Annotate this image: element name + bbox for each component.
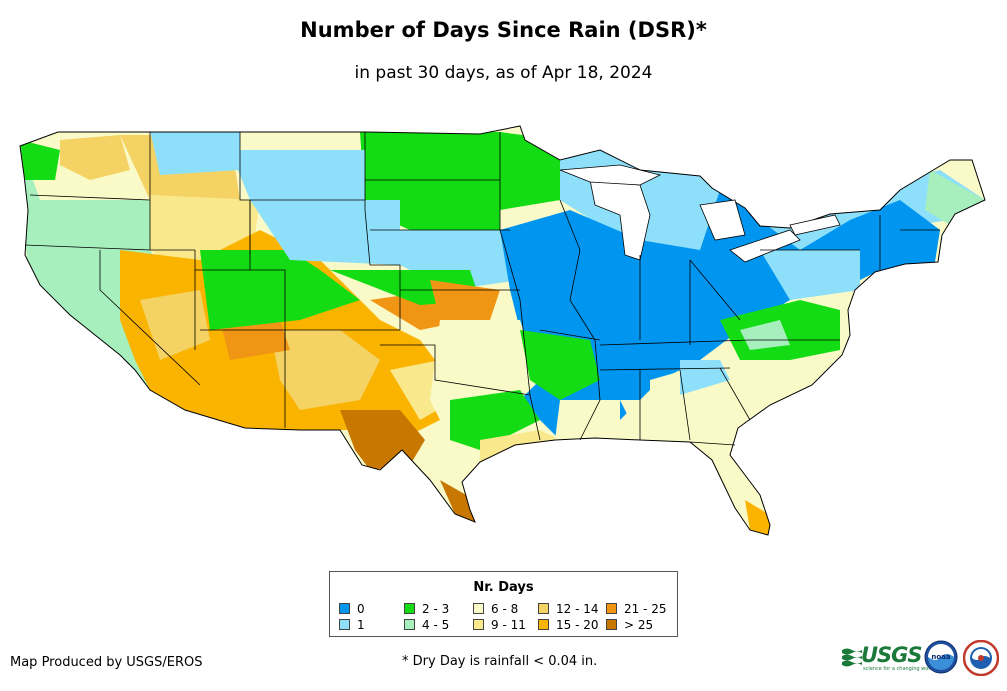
lake-superior (559, 164, 662, 186)
map-subtitle: in past 30 days, as of Apr 18, 2024 (354, 63, 653, 83)
usgs-tagline: science for a changing world (863, 666, 935, 672)
dsr-regions (20, 126, 985, 535)
legend-swatch (606, 603, 617, 614)
legend-label: 12 - 14 (556, 602, 599, 616)
legend-swatch (538, 603, 549, 614)
state-borders (24, 132, 940, 441)
lake-huron (699, 199, 746, 241)
map-footnote: * Dry Day is rainfall < 0.04 in. (402, 654, 598, 669)
legend-label: 2 - 3 (422, 602, 450, 616)
legend-swatch (473, 603, 484, 614)
legend-label: 15 - 20 (556, 618, 599, 632)
legend-label: 9 - 11 (491, 618, 526, 632)
noaa-logo-text: noaa (931, 653, 951, 661)
usgs-wave-icon (842, 648, 862, 667)
legend-swatch (538, 619, 549, 630)
legend-title: Nr. Days (473, 580, 534, 595)
legend-label: > 25 (624, 618, 654, 632)
lake-michigan (589, 179, 651, 261)
usgs-logo-text: USGS (861, 643, 923, 667)
map-title: Number of Days Since Rain (DSR)* (300, 18, 707, 42)
us-outline (19, 125, 986, 536)
lake-ontario (789, 214, 841, 236)
legend: Nr. Days 0 1 2 - 3 4 - 5 6 - 8 9 - 11 12… (329, 571, 678, 637)
nws-logo-icon (963, 640, 999, 676)
usgs-logo: USGS science for a changing world (842, 642, 935, 672)
noaa-logo-icon: noaa (924, 640, 958, 674)
legend-label: 0 (357, 602, 365, 616)
legend-swatch (339, 619, 350, 630)
legend-swatch (404, 619, 415, 630)
lake-erie (729, 229, 801, 263)
legend-swatch (339, 603, 350, 614)
legend-swatch (404, 603, 415, 614)
legend-swatch (473, 619, 484, 630)
legend-label: 4 - 5 (422, 618, 450, 632)
legend-swatch (606, 619, 617, 630)
legend-label: 21 - 25 (624, 602, 667, 616)
map-credit: Map Produced by USGS/EROS (10, 655, 203, 670)
legend-label: 1 (357, 618, 365, 632)
legend-label: 6 - 8 (491, 602, 519, 616)
